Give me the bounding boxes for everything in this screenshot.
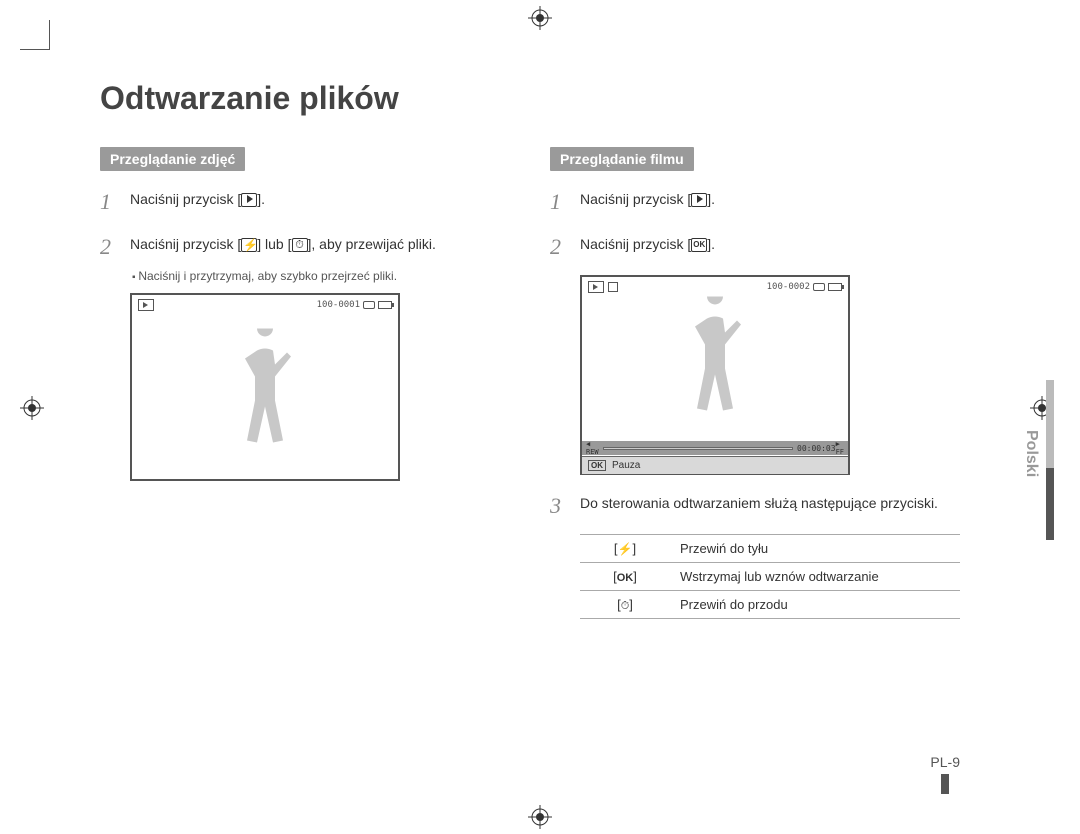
table-row: [OK] Wstrzymaj lub wznów odtwarzanie: [580, 563, 960, 591]
ok-icon: OK: [691, 238, 707, 252]
rew-label: ◀REW: [586, 440, 599, 456]
photos-step-2: 2 Naciśnij przycisk [⚡] lub [⏱], aby prz…: [100, 230, 510, 263]
ok-button-label: OK: [588, 460, 606, 471]
table-row: [⏱] Przewiń do przodu: [580, 591, 960, 619]
photo-preview-screen: 100-0001: [130, 293, 400, 481]
step-text: Naciśnij przycisk [: [130, 191, 241, 207]
table-row: [⚡] Przewiń do tyłu: [580, 535, 960, 563]
control-icon-cell: [⚡]: [580, 535, 670, 563]
silhouette-figure: [680, 297, 750, 422]
timer-icon: ⏱: [621, 600, 630, 612]
control-desc: Przewiń do tyłu: [670, 535, 960, 563]
language-side-tab: Polski: [1034, 380, 1054, 540]
registration-mark-left: [20, 396, 44, 420]
ok-icon: OK: [617, 572, 634, 584]
movie-step-1: 1 Naciśnij przycisk [].: [550, 185, 960, 218]
movie-section: Przeglądanie filmu 1 Naciśnij przycisk […: [550, 147, 960, 619]
step-text-end: ].: [707, 236, 715, 252]
step-text: Naciśnij przycisk [: [580, 236, 691, 252]
movie-heading: Przeglądanie filmu: [550, 147, 694, 171]
step-number: 3: [550, 489, 570, 522]
playback-icon: [691, 193, 707, 207]
control-icon-cell: [OK]: [580, 563, 670, 591]
movie-preview-screen: 100-0002 ◀REW 00:00:03 ▶FF: [580, 275, 850, 475]
step-text-end: ].: [257, 191, 265, 207]
controls-table: [⚡] Przewiń do tyłu [OK] Wstrzymaj lub w…: [580, 534, 960, 619]
photos-heading: Przeglądanie zdjęć: [100, 147, 245, 171]
file-counter: 100-0002: [767, 282, 810, 292]
step-text-end: ].: [707, 191, 715, 207]
timer-icon: ⏱: [292, 238, 308, 252]
registration-mark-top: [528, 6, 552, 30]
language-label: Polski: [1022, 430, 1040, 477]
movie-step-2: 2 Naciśnij przycisk [OK].: [550, 230, 960, 263]
page-title: Odtwarzanie plików: [100, 80, 1000, 117]
photos-step-1: 1 Naciśnij przycisk [].: [100, 185, 510, 218]
step-text: Do sterowania odtwarzaniem służą następu…: [580, 489, 938, 522]
topbar-movie-icon: [608, 282, 618, 292]
iso-icon: [363, 301, 375, 309]
playback-icon: [241, 193, 257, 207]
registration-mark-bottom: [528, 805, 552, 829]
step-text-mid: ] lub [: [257, 236, 291, 252]
control-icon-cell: [⏱]: [580, 591, 670, 619]
step-number: 2: [550, 230, 570, 263]
page-number: PL-9: [930, 754, 960, 794]
step-number: 2: [100, 230, 120, 263]
battery-icon: [828, 283, 842, 291]
time-label: 00:00:03: [797, 444, 836, 453]
photos-step-2-note: Naciśnij i przytrzymaj, aby szybko przej…: [132, 269, 510, 283]
movie-step-3: 3 Do sterowania odtwarzaniem służą nastę…: [550, 489, 960, 522]
control-desc: Przewiń do przodu: [670, 591, 960, 619]
ff-label: ▶FF: [836, 440, 844, 456]
photos-section: Przeglądanie zdjęć 1 Naciśnij przycisk […: [100, 147, 510, 619]
topbar-play-icon: [138, 299, 154, 311]
file-counter: 100-0001: [317, 300, 360, 310]
seek-bar: [603, 447, 793, 450]
flash-icon: ⚡: [618, 543, 633, 555]
step-text-end: ], aby przewijać pliki.: [308, 236, 436, 252]
step-text: Naciśnij przycisk [: [580, 191, 691, 207]
topbar-play-icon: [588, 281, 604, 293]
iso-icon: [813, 283, 825, 291]
step-number: 1: [100, 185, 120, 218]
silhouette-figure: [230, 328, 300, 453]
battery-icon: [378, 301, 392, 309]
control-desc: Wstrzymaj lub wznów odtwarzanie: [670, 563, 960, 591]
crop-mark-tl: [20, 20, 50, 50]
pause-label: Pauza: [612, 460, 640, 471]
flash-icon: ⚡: [241, 238, 257, 252]
step-text: Naciśnij przycisk [: [130, 236, 241, 252]
step-number: 1: [550, 185, 570, 218]
